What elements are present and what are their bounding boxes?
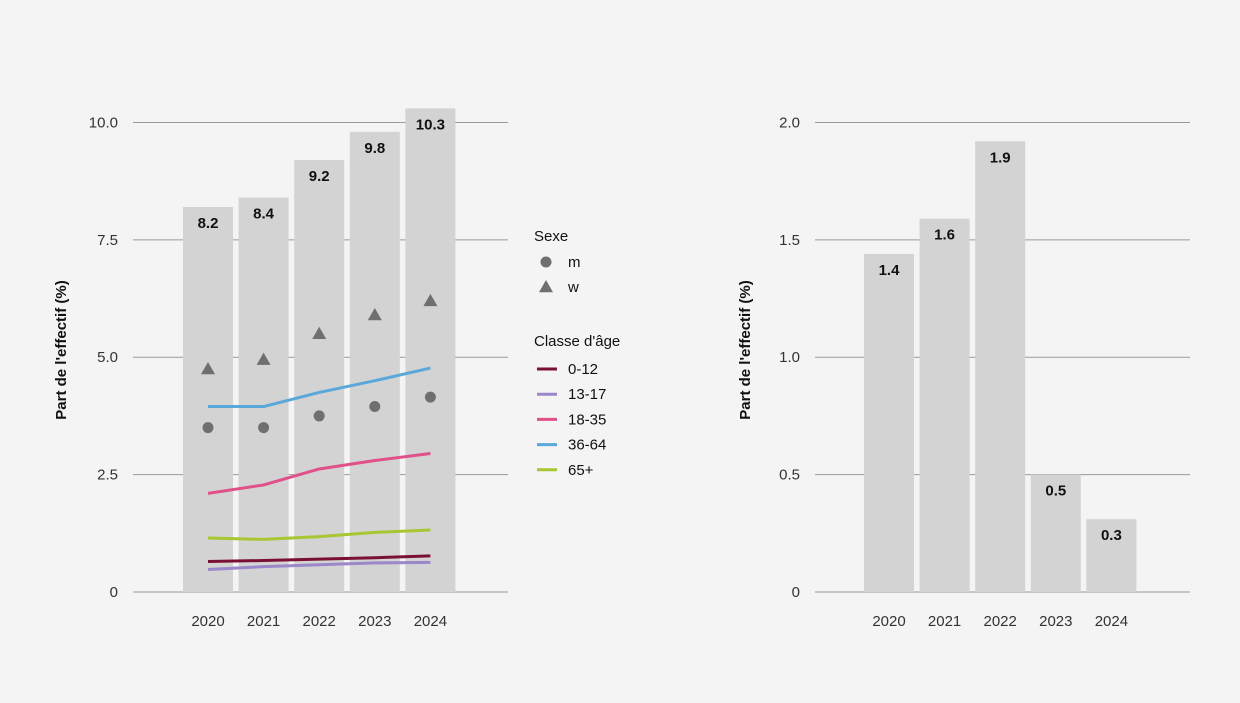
legend-label: 13-17: [568, 386, 606, 403]
legend-label: 36-64: [568, 437, 606, 454]
y-axis-label: Part de l'effectif (%): [737, 280, 754, 419]
bar-value-label: 10.3: [416, 116, 445, 133]
x-tick-label: 2021: [247, 613, 280, 630]
y-tick-label: 0: [792, 584, 800, 601]
x-tick-label: 2024: [414, 613, 447, 630]
bar-value-label: 8.4: [253, 206, 275, 223]
bar-2020: [864, 253, 914, 592]
x-tick-label: 2023: [358, 613, 391, 630]
point-w-2022: [312, 326, 327, 340]
legend-label: 0-12: [568, 361, 598, 378]
point-m-2022: [313, 410, 325, 422]
line-series-65+: [207, 528, 431, 541]
legend-marker-triangle: [539, 280, 553, 293]
point-w-2024: [423, 293, 438, 307]
bar-2023: [349, 131, 400, 592]
bar-2024: [405, 108, 456, 592]
x-tick-label: 2022: [303, 613, 336, 630]
y-tick-label: 10.0: [89, 114, 118, 131]
bar-2023: [1030, 474, 1081, 592]
y-tick-label: 1.0: [779, 349, 800, 366]
point-w-2021: [256, 352, 271, 365]
bar-value-label: 9.2: [309, 168, 330, 185]
y-tick-label: 2.5: [97, 467, 118, 484]
y-tick-label: 0.5: [779, 467, 800, 484]
bar-2020: [183, 206, 233, 592]
x-tick-label: 2020: [872, 613, 905, 630]
bar-value-label: 0.5: [1045, 483, 1066, 500]
y-tick-label: 5.0: [97, 349, 118, 366]
bar-value-label: 1.9: [990, 149, 1011, 166]
right-chart: 0 0.5 1.0 1.5 2.0 Part de l'effectif (%) 1.4 20…: [737, 114, 1190, 630]
bar-2024: [1086, 519, 1137, 592]
x-tick-label: 2023: [1039, 613, 1072, 630]
point-w-2023: [367, 307, 382, 321]
point-m-2021: [258, 422, 270, 434]
line-series-18-35: [207, 452, 431, 495]
line-series-13-17: [207, 560, 431, 571]
legend-marker-circle: [540, 256, 552, 268]
x-tick-label: 2024: [1095, 613, 1128, 630]
y-tick-label: 2.0: [779, 114, 800, 131]
line-series-0-12: [207, 554, 431, 563]
x-tick-label: 2021: [928, 613, 961, 630]
point-m-2020: [202, 422, 214, 434]
legend-label: m: [568, 254, 581, 271]
legend-label: 65+: [568, 462, 594, 479]
legend-title-sex: Sexe: [534, 228, 568, 245]
point-m-2024: [424, 391, 436, 403]
bar-value-label: 8.2: [198, 215, 219, 232]
bar-2022: [975, 141, 1026, 592]
legend-title-age: Classe d'âge: [534, 333, 620, 350]
legend-label: 18-35: [568, 411, 606, 428]
legend-label: w: [567, 279, 579, 296]
x-tick-label: 2020: [191, 613, 224, 630]
y-tick-label: 1.5: [779, 232, 800, 249]
bar-2022: [294, 160, 345, 593]
y-axis-label: Part de l'effectif (%): [53, 280, 70, 419]
y-tick-label: 0: [110, 584, 118, 601]
bar-2021: [238, 197, 289, 592]
bar-value-label: 9.8: [364, 140, 385, 157]
bar-2021: [919, 218, 970, 592]
left-chart: 0 2.5 5.0 7.5 10.0 Part de l'effectif (%) 8.2 2…: [53, 108, 620, 630]
line-series-36-64: [208, 366, 431, 409]
bar-value-label: 0.3: [1101, 527, 1122, 544]
bar-value-label: 1.4: [879, 262, 901, 279]
bar-value-label: 1.6: [934, 227, 955, 244]
x-tick-label: 2022: [984, 613, 1017, 630]
y-tick-label: 7.5: [97, 232, 118, 249]
point-m-2023: [369, 401, 381, 413]
point-w-2020: [201, 361, 215, 375]
